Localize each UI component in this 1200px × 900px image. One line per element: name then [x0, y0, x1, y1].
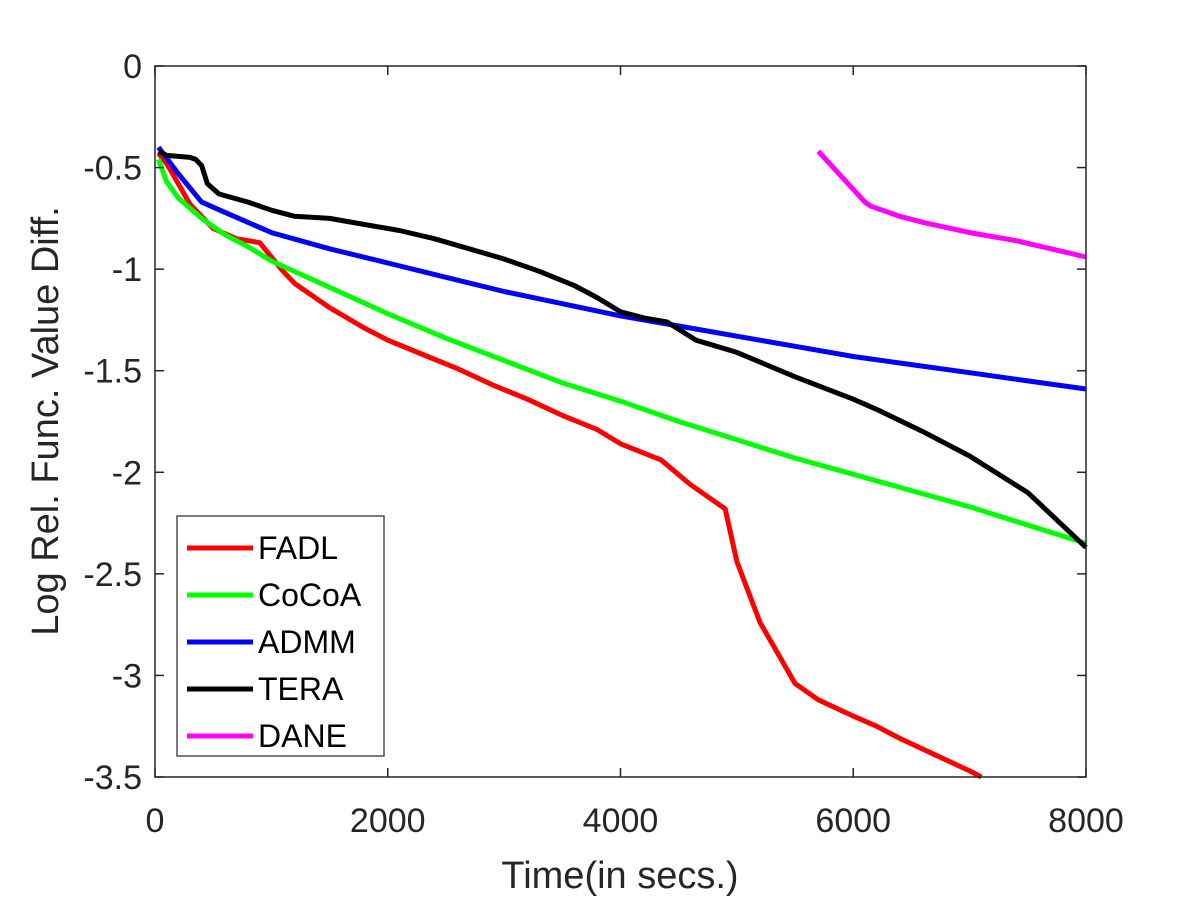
x-axis: 0 2000 4000 6000 8000 [146, 66, 1124, 840]
legend-label-fadl: FADL [258, 530, 338, 566]
y-axis: 0 -0.5 -1 -1.5 -2 -2.5 -3 -3.5 [83, 48, 1086, 797]
x-tick-label: 0 [146, 802, 165, 840]
y-tick-label: -1 [112, 251, 142, 289]
y-tick-label: -0.5 [83, 150, 142, 188]
legend-label-cocoa: CoCoA [258, 577, 362, 613]
y-tick-label: -2.5 [83, 556, 142, 594]
legend-label-tera: TERA [258, 671, 344, 707]
y-tick-label: -3 [112, 657, 142, 695]
y-axis-title: Log Rel. Func. Value Diff. [25, 206, 67, 636]
series-line-admm [156, 145, 1087, 392]
series-layer [156, 145, 1088, 780]
x-tick-label: 2000 [350, 802, 426, 840]
y-tick-label: -1.5 [83, 353, 142, 391]
x-tick-label: 6000 [815, 802, 891, 840]
legend: FADL CoCoA ADMM TERA DANE [176, 515, 385, 757]
y-tick-label: -2 [112, 454, 142, 492]
y-tick-label: 0 [123, 48, 142, 86]
x-tick-label: 8000 [1048, 802, 1124, 840]
legend-label-admm: ADMM [258, 624, 356, 660]
series-line-dane [816, 149, 1087, 260]
legend-label-dane: DANE [258, 718, 347, 754]
series-line-cocoa [156, 158, 1087, 546]
y-tick-label: -3.5 [83, 759, 142, 797]
series-line-tera [157, 149, 1088, 550]
x-tick-label: 4000 [583, 802, 659, 840]
x-axis-title: Time(in secs.) [501, 855, 738, 897]
legend-box [176, 515, 385, 757]
